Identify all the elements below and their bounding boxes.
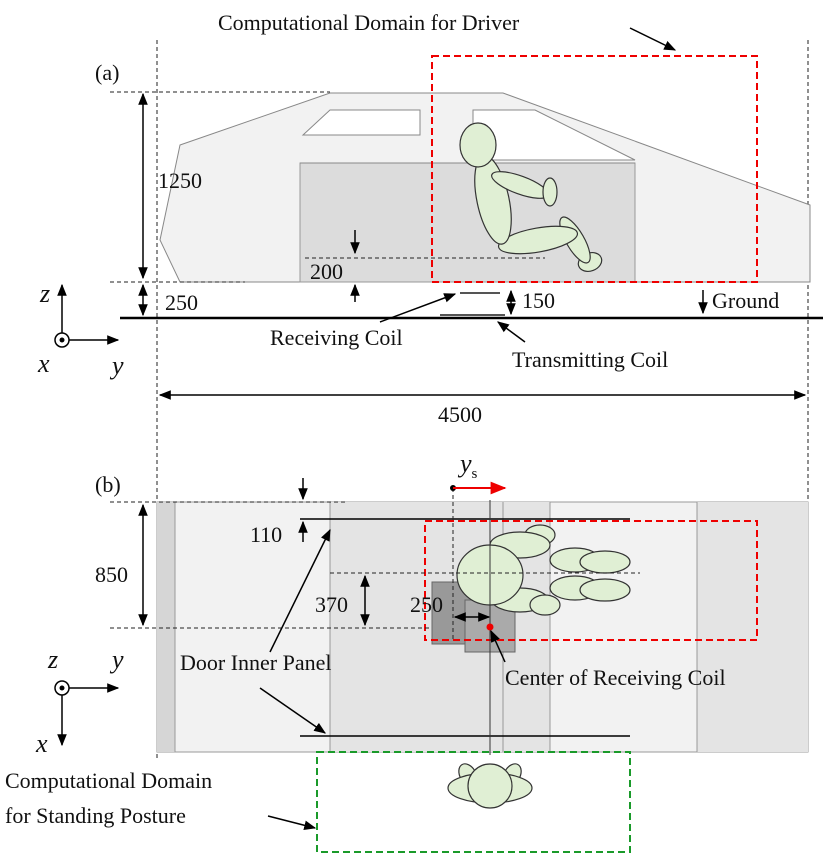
coil-label: Transmitting Coil (512, 347, 668, 372)
axis-label: y (109, 351, 124, 380)
standing-label: for Standing Posture (5, 803, 186, 828)
domain-label: Computational Domain for Driver (218, 10, 520, 35)
panel-b: (b) ys 850 110 370 250 Door Inner Panel … (5, 449, 808, 852)
dim-label: 110 (250, 522, 282, 547)
diagram: (a) Computational Domain for Driver 1250… (0, 0, 823, 855)
standing-label: Computational Domain (5, 768, 212, 793)
axis-label: z (39, 279, 50, 308)
door-panel-label: Door Inner Panel (180, 650, 332, 675)
panel-label: (b) (95, 472, 121, 497)
ys-label: ys (457, 449, 478, 482)
coil-label: Receiving Coil (270, 325, 403, 350)
ys-subscript: s (472, 466, 478, 482)
panel-label: (a) (95, 60, 119, 85)
axis-label: y (109, 645, 124, 674)
dim-label: 850 (95, 562, 128, 587)
ys-symbol: y (457, 449, 472, 478)
ground-label: Ground (712, 288, 779, 313)
dim-label: 250 (165, 290, 198, 315)
coil-center-label: Center of Receiving Coil (505, 665, 726, 690)
dim-label: 370 (315, 592, 348, 617)
dim-label: 4500 (438, 402, 482, 427)
axis-label: x (37, 349, 50, 378)
axis-label: x (35, 729, 48, 758)
dim-label: 250 (410, 592, 443, 617)
dim-label: 200 (310, 259, 343, 284)
dim-label: 150 (522, 288, 555, 313)
standing-person (448, 761, 532, 808)
dim-label: 1250 (158, 168, 202, 193)
axis-label: z (47, 645, 58, 674)
